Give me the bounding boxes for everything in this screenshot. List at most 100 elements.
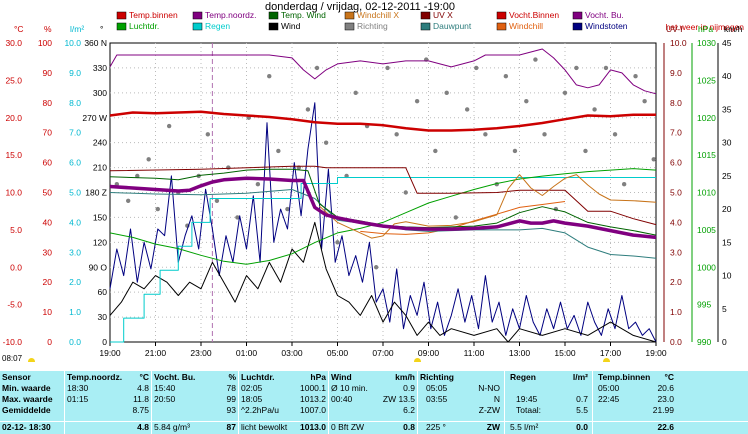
axis-uv-tick-4: 6.0 [670, 158, 682, 168]
legend-label-6: Vocht. Bu. [585, 10, 624, 20]
richting-dot-23 [344, 173, 349, 179]
axis-rain_mm-tick-8: 2.0 [69, 277, 81, 287]
legend-swatch-13 [572, 22, 583, 31]
richting-dot-40 [512, 148, 518, 154]
axis-rain_mm-tick-7: 3.0 [69, 247, 81, 257]
richting-dot-16 [276, 148, 281, 154]
richting-dot-35 [464, 107, 470, 112]
richting-dot-22 [335, 240, 340, 245]
chart-plot-area [109, 48, 657, 343]
temp-min-value: 4.8 [137, 383, 149, 393]
richting-dot-48 [592, 107, 597, 112]
axis-humidity_pct-tick-7: 30 [43, 247, 53, 257]
richting-dot-41 [524, 98, 529, 104]
richting-dot-29 [403, 190, 408, 195]
stats-vocht-column: Vocht. Bu.% 15:40 78 20:50 99 93 5.84 g/m³… [154, 371, 236, 434]
stats-panel: Sensor Min. waarde Max. waarde Gemiddeld… [0, 371, 748, 434]
axis-temp_c-tick-4: 10.0 [5, 188, 22, 198]
xtick-label-7: 09:00 [418, 348, 440, 358]
richting-dot-27 [385, 65, 390, 71]
regen-max-value: 0.7 [576, 394, 588, 404]
legend-swatch-11 [420, 22, 431, 31]
axis-direction-tick-4: 240 [93, 138, 107, 148]
axis-title-direction: ° [100, 24, 103, 34]
legend-swatch-4 [420, 11, 431, 20]
regen-total-value: 5.5 [576, 405, 588, 415]
richting-dot-39 [503, 74, 509, 79]
richting-dot-26 [373, 265, 379, 270]
axis-title-rain_mm: l/m² [70, 24, 84, 34]
axis-temp_c-tick-8: -10.0 [3, 337, 23, 347]
legend-label-1: Temp.noordz. [205, 10, 257, 20]
wind-min-value: 0.9 [403, 383, 415, 393]
vocht-current-extra: 5.84 g/m³ [154, 422, 190, 432]
axis-uv-tick-10: 0.0 [670, 337, 682, 347]
axis-direction-tick-1: 330 [93, 63, 107, 73]
legend-swatch-9 [268, 22, 279, 31]
richting-max-time: 03:55 [426, 394, 448, 404]
sunrise-marker-icon [414, 358, 421, 362]
richting-max-value: N [493, 394, 500, 404]
luchtdr-min-value: 1000.1 [300, 383, 326, 393]
luchtdr-min-time: 02:05 [241, 383, 263, 393]
richting-current-value: ZW [486, 422, 500, 432]
series-uv-x [109, 165, 657, 226]
richting-dot-42 [533, 57, 538, 62]
axis-humidity_pct-tick-0: 100 [38, 38, 52, 48]
axis-humidity_pct-tick-6: 40 [43, 217, 53, 227]
sensor-header: Sensor [2, 372, 31, 382]
richting-dot-21 [323, 140, 329, 145]
axis-direction-tick-10: 60 [98, 287, 108, 297]
vocht-max-time: 20:50 [154, 394, 176, 404]
temp-avg-value: 8.75 [132, 405, 149, 415]
sensor-max-label: Max. waarde [2, 394, 53, 404]
richting-avg-value: Z-ZW [478, 405, 500, 415]
regen-unit: l/m² [572, 372, 588, 382]
richting-dot-3 [146, 157, 151, 162]
axis-direction-tick-2: 300 [93, 88, 107, 98]
xtick-label-4: 03:00 [281, 348, 303, 358]
axis-pressure_hpa-tick-2: 1020 [697, 113, 716, 123]
richting-dot-32 [433, 148, 438, 154]
axis-wind_kmh-tick-9: 0 [722, 337, 727, 347]
series-temp-noordz- [109, 176, 657, 240]
axis-direction-tick-3: 270 W [82, 113, 107, 123]
sensor-current-label: 02-12- 18:30 [2, 422, 51, 432]
series-temp-binnen [109, 110, 656, 132]
luchtdr-current-value: 1013.0 [300, 422, 326, 432]
axis-wind_kmh-tick-2: 35 [722, 104, 732, 114]
luchtdr-trend: ^2.2hPa/u [241, 405, 280, 415]
temp-title: Temp.noordz. [67, 372, 123, 382]
stats-wind-column: Wind km/h Ø 10 min. 0.9 00:40 ZW 13.5 6.2 0… [331, 371, 415, 434]
axis-uv-tick-0: 10.0 [670, 38, 687, 48]
axis-humidity_pct-tick-4: 60 [43, 158, 53, 168]
richting-title: Richting [420, 372, 454, 382]
axis-wind_kmh-tick-0: 45 [722, 38, 732, 48]
luchtdr-max-value: 1013.2 [300, 394, 326, 404]
binnen-current-value: 22.6 [657, 422, 674, 432]
luchtdr-forecast: licht bewolkt [241, 422, 288, 432]
stats-sensor-column: Sensor Min. waarde Max. waarde Gemiddeld… [2, 371, 62, 434]
axis-temp_c-tick-2: 20.0 [5, 113, 22, 123]
axis-temp_c-tick-5: 5.0 [10, 225, 22, 235]
xtick-label-10: 15:00 [554, 348, 576, 358]
axis-uv-tick-5: 5.0 [670, 188, 682, 198]
temp-max-time: 01:15 [67, 394, 89, 404]
legend-label-3: Windchill X [357, 10, 399, 20]
axis-pressure_hpa-tick-4: 1010 [697, 188, 716, 198]
axis-wind_kmh-tick-4: 25 [722, 171, 732, 181]
axis-wind_kmh-tick-3: 30 [722, 138, 732, 148]
wind-avg-value: 6.2 [403, 405, 415, 415]
axis-rain_mm-tick-5: 5.0 [69, 188, 81, 198]
richting-dot-19 [305, 107, 311, 112]
axis-uv-tick-7: 3.0 [670, 247, 682, 257]
axis-direction-tick-5: 210 [93, 163, 107, 173]
regen-today: 5.5 l/m² [510, 422, 539, 432]
richting-dot-1 [126, 198, 131, 204]
legend-label-4: UV X [433, 10, 453, 20]
richting-dot-52 [633, 74, 638, 79]
luchtdr-max-time: 18:05 [241, 394, 263, 404]
richting-min-value: N-NO [478, 383, 500, 393]
temp-unit: °C [139, 372, 149, 382]
richting-dot-9 [205, 132, 211, 137]
